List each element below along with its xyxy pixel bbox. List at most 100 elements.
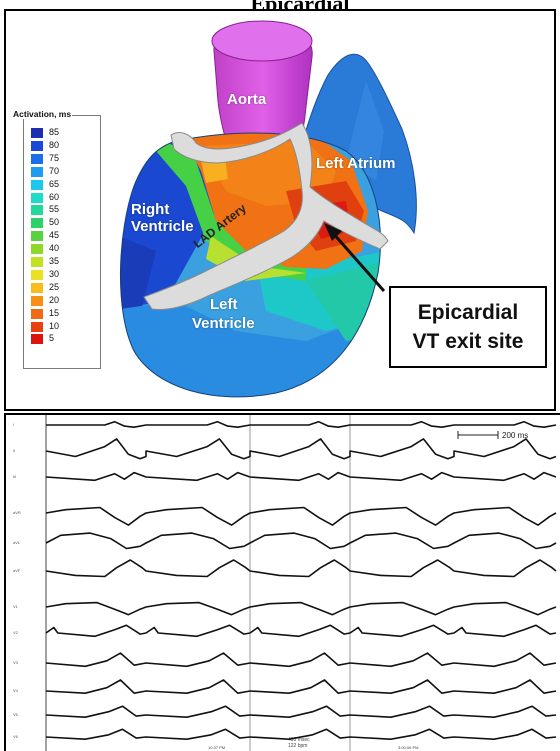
legend-entry: 20 [31, 294, 91, 306]
legend-value: 15 [49, 307, 60, 318]
time-label-1: 10:37 PM [208, 745, 225, 750]
ecg-trace [45, 728, 557, 740]
legend-entry: 30 [31, 268, 91, 280]
legend-value: 20 [49, 294, 60, 305]
legend-entry: 10 [31, 320, 91, 332]
legend-swatch [31, 179, 43, 190]
activation-map-panel: Activation, ms Aorta Left Atrium Right V… [4, 9, 556, 411]
ecg-lead-label: II [13, 448, 16, 453]
legend-value: 75 [49, 152, 60, 163]
legend-swatch [31, 218, 43, 229]
legend-entry: 65 [31, 178, 91, 190]
legend-swatch [31, 244, 43, 255]
legend-title: Activation, ms [12, 109, 73, 119]
label-right-ventricle-line1: Right [131, 201, 170, 218]
legend-swatch [31, 308, 43, 319]
ecg-trace [45, 438, 557, 460]
legend-swatch [31, 205, 43, 216]
legend-value: 45 [49, 230, 60, 241]
legend-entry: 80 [31, 139, 91, 151]
legend-value: 55 [49, 204, 60, 215]
legend-value: 60 [49, 191, 60, 202]
legend-value: 30 [49, 268, 60, 279]
ecg-lead-label: V2 [13, 630, 18, 635]
ecg-lead-label: V6 [13, 734, 18, 739]
atrium-facet [346, 81, 384, 181]
legend-entry: 45 [31, 230, 91, 242]
label-left-ventricle-line1: Left [210, 296, 238, 313]
legend-swatch [31, 166, 43, 177]
ecg-panel: 200 ms 493 msec 122 bpm 10:37 PM 3:00:06… [4, 413, 560, 751]
ecg-trace [45, 652, 557, 668]
legend-value: 85 [49, 127, 60, 137]
legend-swatch [31, 321, 43, 332]
ecg-trace [45, 532, 557, 550]
ecg-lead-label: V3 [13, 660, 18, 665]
label-left-ventricle-line2: Ventricle [192, 315, 255, 332]
ecg-trace [45, 471, 557, 482]
callout-line1: Epicardial [417, 301, 519, 324]
ecg-trace [45, 559, 557, 578]
legend-entry: 25 [31, 281, 91, 293]
ecg-lead-label: I [13, 422, 15, 427]
legend-swatch [31, 192, 43, 203]
ecg-trace [45, 624, 557, 638]
legend-value: 5 [49, 333, 55, 344]
lad-artery-shape [143, 122, 389, 310]
legend-value: 40 [49, 243, 60, 254]
time-label-2: 3:00:06 PM [398, 745, 418, 750]
legend-entry: 75 [31, 152, 91, 164]
legend-value: 50 [49, 217, 60, 228]
ecg-lead-label: III [13, 474, 17, 479]
label-aorta: Aorta [227, 91, 267, 108]
legend-entry: 85 [31, 127, 91, 138]
legend-entry: 40 [31, 243, 91, 255]
vt-exit-callout: Epicardial VT exit site [389, 286, 547, 368]
ecg-traces [45, 420, 557, 740]
ecg-lead-label: aVR [13, 510, 21, 515]
ecg-lead-label: aVF [13, 568, 21, 573]
legend-entry: 70 [31, 165, 91, 177]
legend-value: 65 [49, 178, 60, 189]
ecg-trace [45, 705, 557, 718]
legend-swatch [31, 231, 43, 242]
legend-value: 25 [49, 281, 60, 292]
ecg-lead-label: V4 [13, 688, 18, 693]
legend-swatch [31, 269, 43, 280]
aorta-top [211, 20, 313, 62]
legend-swatch [31, 334, 43, 345]
legend-swatch [31, 257, 43, 267]
label-left-atrium: Left Atrium [316, 155, 396, 172]
legend-swatch [31, 140, 43, 151]
ecg-lead-label: V1 [13, 604, 18, 609]
pointer-arrow-head [324, 223, 342, 241]
pointer-arrow-line [330, 231, 386, 292]
legend-entry: 35 [31, 256, 91, 267]
ecg-trace [46, 420, 557, 428]
ecg-trace [45, 506, 557, 526]
legend-entry: 50 [31, 217, 91, 229]
ecg-trace [45, 601, 557, 616]
label-right-ventricle-line2: Ventricle [131, 218, 194, 235]
legend-value: 80 [49, 139, 60, 150]
ecg-lead-label: V5 [13, 712, 18, 717]
scale-bar-label: 200 ms [502, 431, 528, 440]
legend-swatch [31, 282, 43, 293]
ecg-trace [45, 679, 557, 694]
legend-entry: 15 [31, 307, 91, 319]
legend-entry: 55 [31, 204, 91, 216]
legend-value: 70 [49, 165, 60, 176]
ventricle-outline [120, 132, 381, 398]
legend-swatch [31, 128, 43, 138]
heart-rate-label: 122 bpm [288, 743, 307, 749]
cycle-length-label: 493 msec [288, 737, 310, 743]
legend-entry: 60 [31, 191, 91, 203]
legend-value: 10 [49, 320, 60, 331]
ecg-lead-label: aVL [13, 540, 21, 545]
legend-entry: 5 [31, 333, 91, 345]
heart-activation-map [120, 20, 417, 398]
callout-line2: VT exit site [412, 330, 524, 353]
legend-swatch [31, 295, 43, 306]
ecg-tracing: 200 ms 493 msec 122 bpm 10:37 PM 3:00:06… [45, 415, 557, 751]
legend-swatch [31, 153, 43, 164]
